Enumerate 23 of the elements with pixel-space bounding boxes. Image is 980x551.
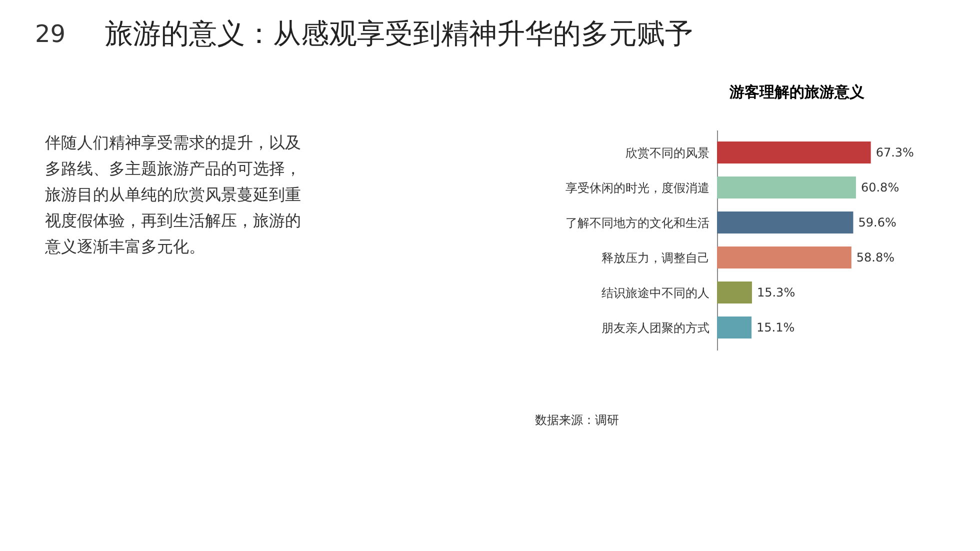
y-tick-label: 了解不同地方的文化和生活 bbox=[566, 216, 710, 230]
text: 29 bbox=[35, 20, 66, 48]
data-label: 59.6% bbox=[858, 216, 896, 230]
data-label: 58.8% bbox=[856, 250, 895, 264]
data-label: 60.8% bbox=[860, 180, 900, 194]
y-tick-label: 欣赏不同的风景 bbox=[626, 146, 710, 160]
source-note: 数据来源：调研 bbox=[535, 413, 619, 427]
y-tick-label: 结识旅途中不同的人 bbox=[602, 286, 710, 300]
text: 旅游的意义：从感观享受到精神升华的多元赋予 bbox=[105, 17, 693, 50]
data-label: 15.3% bbox=[756, 286, 796, 300]
data-label: 15.1% bbox=[756, 320, 795, 334]
y-tick-label: 享受休闲的时光，度假消遣 bbox=[566, 181, 710, 195]
bar bbox=[717, 176, 856, 198]
y-tick-label: 释放压力，调整自己 bbox=[602, 251, 710, 265]
chart-title: 游客理解的旅游意义 bbox=[728, 83, 866, 101]
data-label: 67.3% bbox=[876, 146, 914, 160]
y-tick-label: 朋友亲人团聚的方式 bbox=[602, 321, 710, 335]
bar bbox=[717, 246, 852, 268]
bar bbox=[717, 316, 752, 338]
bar bbox=[717, 142, 871, 164]
bar bbox=[717, 212, 854, 234]
text: 伴随人们精神享受需求的提升，以及多路线、多主题旅游产品的可选择，旅游目的从单纯的欣赏风景蔓延到重视度假体验，再到生活解压，旅游的意义逐渐丰富多元化。 bbox=[44, 133, 301, 256]
bar bbox=[717, 282, 752, 304]
